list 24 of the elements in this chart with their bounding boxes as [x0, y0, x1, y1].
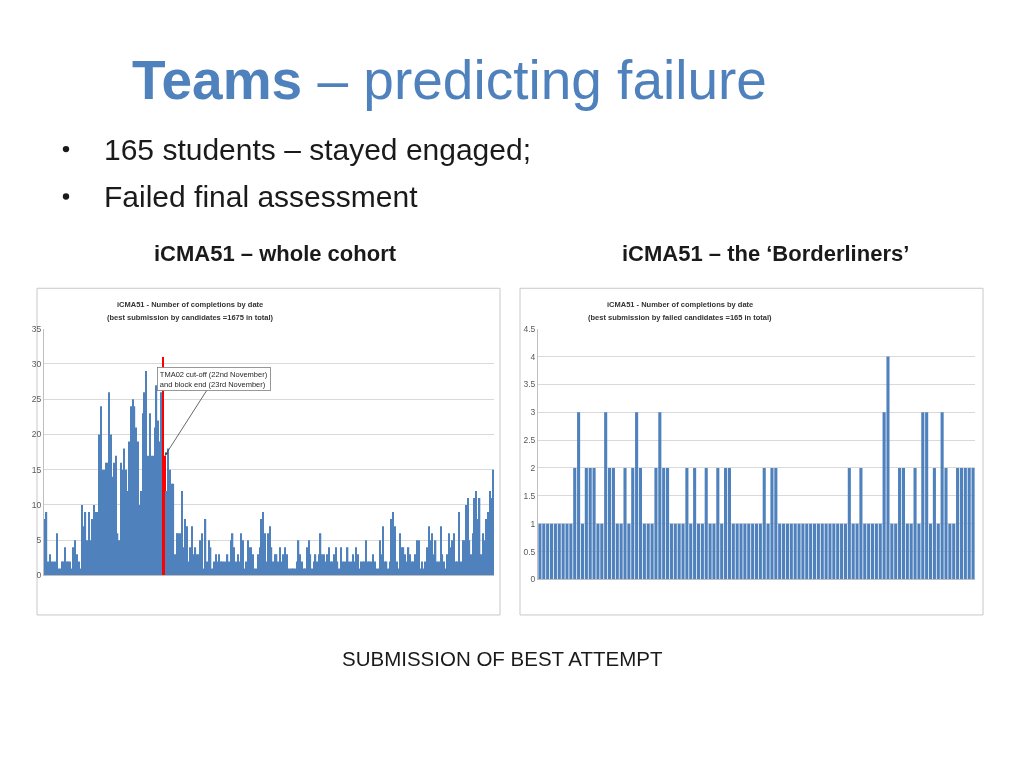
- text: Failed final assessment: [104, 180, 419, 213]
- y-tick-label: 1: [530, 518, 536, 529]
- y-tick-label: 0.5: [523, 546, 536, 557]
- text: SUBMISSION OF BEST ATTEMPT: [342, 647, 663, 670]
- chart-title: iCMA51 – whole cohort: [154, 241, 397, 266]
- y-tick-label: 0: [36, 570, 42, 581]
- y-tick-label: 25: [31, 394, 42, 405]
- y-tick-label: 30: [31, 358, 42, 369]
- y-tick-label: 5: [36, 535, 42, 546]
- y-tick-label: 15: [31, 464, 42, 475]
- y-tick-label: 3: [530, 407, 536, 418]
- chart-title: iCMA51 – the ‘Borderliners’: [622, 241, 910, 266]
- y-tick-label: 20: [31, 429, 42, 440]
- y-tick-label: 4.5: [523, 323, 536, 334]
- y-tick-label: 2: [530, 462, 536, 473]
- y-tick-label: 4: [530, 351, 536, 362]
- y-tick-label: 2.5: [523, 435, 536, 446]
- text: 165 students – stayed engaged;: [104, 133, 532, 166]
- y-tick-label: 0: [530, 574, 536, 585]
- y-tick-label: 35: [31, 323, 42, 334]
- y-tick-label: 3.5: [523, 379, 536, 390]
- text: Teams – predicting failure: [132, 49, 767, 111]
- y-tick-label: 10: [31, 499, 42, 510]
- y-tick-label: 1.5: [523, 490, 536, 501]
